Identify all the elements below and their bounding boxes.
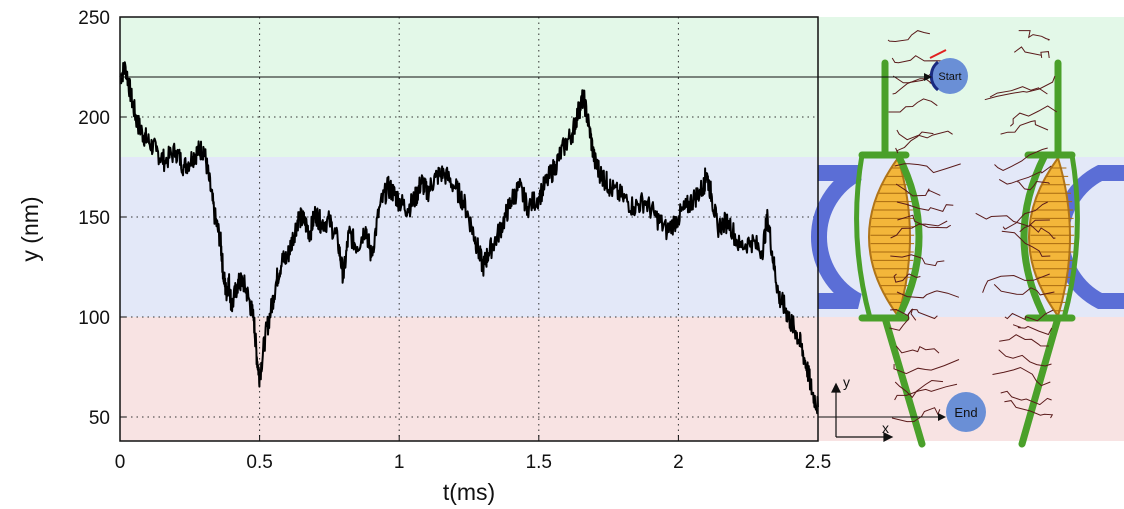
x-tick-labels: 0 0.5 1 1.5 2 2.5 (115, 435, 831, 473)
y-tick-label: 50 (89, 408, 110, 429)
filament (895, 183, 941, 197)
right-channel-wall (1018, 59, 1080, 448)
x-tick-label: 0 (115, 452, 126, 473)
left-membrane-ring (811, 165, 862, 309)
x-tick-label: 1.5 (526, 452, 552, 473)
filament (894, 163, 961, 174)
filament (894, 379, 944, 399)
filament (890, 220, 948, 239)
filament (890, 308, 938, 320)
filament (1009, 105, 1058, 127)
filament (896, 201, 954, 212)
filament (982, 273, 1050, 293)
filament (1000, 120, 1049, 135)
y-tick-label: 150 (78, 208, 110, 229)
y-tick-label: 250 (78, 8, 110, 29)
filament (1001, 230, 1051, 257)
filament (998, 165, 1052, 185)
filament (1019, 224, 1056, 239)
x-axis-label: t(ms) (443, 479, 495, 505)
position-connectors (120, 73, 946, 421)
filament (999, 334, 1049, 347)
filament (891, 407, 941, 423)
filament (897, 214, 952, 229)
x-tick-label: 1 (394, 452, 405, 473)
filament (896, 129, 953, 141)
filament (998, 349, 1052, 367)
plot-area (119, 16, 819, 442)
filament (891, 55, 947, 64)
filament (1004, 400, 1054, 419)
axis-x-label: x (882, 420, 889, 436)
filament (992, 366, 1051, 387)
start-particle-edge (929, 60, 940, 92)
start-marker (929, 49, 947, 59)
y-tick-label: 200 (78, 108, 110, 129)
nuclear-pore-diagram: Start End y x (811, 30, 1124, 448)
region-bands (120, 17, 1124, 441)
trajectory-line (119, 61, 819, 415)
end-particle (946, 392, 986, 432)
filament (895, 131, 934, 154)
filament (989, 86, 1048, 98)
filament (896, 290, 960, 299)
filament (890, 254, 945, 267)
plot-frame (119, 16, 819, 442)
filament (894, 383, 958, 401)
filament (893, 359, 960, 375)
filament (893, 273, 921, 283)
y-axis-label: y (nm) (17, 196, 43, 261)
x-tick-label: 2.5 (805, 452, 831, 473)
filament (888, 98, 938, 113)
end-label: End (954, 405, 977, 420)
x-tick-label: 0.5 (246, 452, 272, 473)
y-tick-label: 100 (78, 308, 110, 329)
axis-y-label: y (843, 374, 850, 390)
filament (1017, 180, 1050, 191)
left-channel-wall (854, 59, 926, 448)
filament (984, 75, 1056, 101)
filament (994, 147, 1048, 171)
y-tick-labels: 50 100 150 200 250 (78, 8, 126, 429)
filament (1000, 390, 1052, 406)
filament (887, 30, 931, 43)
end-arrowhead (938, 413, 946, 421)
start-label: Start (938, 71, 961, 83)
fg-nup-filaments (887, 30, 1058, 423)
filament (993, 284, 1055, 296)
filament (1014, 46, 1050, 59)
filament (1012, 324, 1053, 336)
x-tick-label: 2 (673, 452, 684, 473)
start-arrowhead (924, 73, 932, 81)
filament (889, 308, 917, 331)
start-particle (932, 58, 968, 94)
filament (895, 345, 940, 354)
coordinate-axes (831, 382, 894, 442)
region-band-2 (120, 157, 1124, 317)
filament (1002, 201, 1048, 230)
filament (1004, 309, 1054, 322)
filament (975, 212, 1050, 227)
filament (1018, 30, 1050, 41)
region-band-1 (120, 17, 1124, 157)
